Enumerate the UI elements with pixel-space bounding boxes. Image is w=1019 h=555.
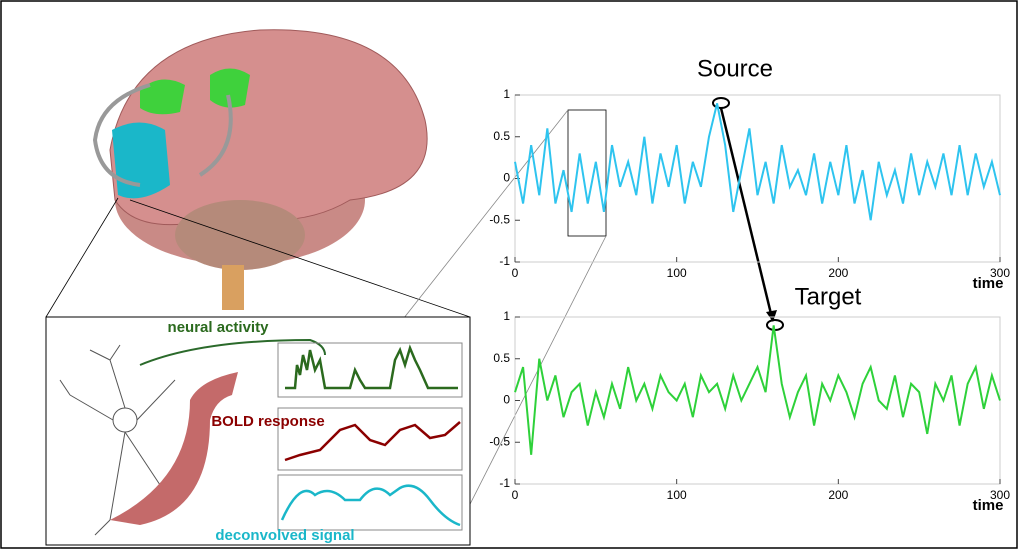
y-tick-label: 0.5 (493, 129, 510, 143)
chart-title: Target (795, 283, 862, 310)
chart-title: Source (697, 55, 773, 82)
x-axis-label: time (973, 275, 1004, 292)
y-tick-label: 1 (503, 87, 510, 101)
x-axis-label: time (973, 497, 1004, 514)
x-tick-label: 200 (828, 488, 848, 502)
x-tick-label: 0 (512, 488, 519, 502)
figure: neural activity BOLD response deconvolve… (0, 0, 1019, 550)
x-tick-label: 100 (667, 488, 687, 502)
x-tick-label: 200 (828, 266, 848, 280)
x-tick-label: 0 (512, 266, 519, 280)
x-tick-label: 100 (667, 266, 687, 280)
y-tick-label: 0 (503, 393, 510, 407)
y-tick-label: -1 (499, 476, 510, 490)
y-tick-label: 0.5 (493, 351, 510, 365)
brainstem (222, 265, 244, 310)
y-tick-label: 0 (503, 171, 510, 185)
label-neural: neural activity (168, 319, 270, 336)
label-bold: BOLD response (211, 413, 324, 430)
y-tick-label: 1 (503, 309, 510, 323)
cerebellum (175, 200, 305, 270)
cyan-region (112, 123, 170, 199)
label-deconv: deconvolved signal (215, 527, 354, 544)
y-tick-label: -1 (499, 254, 510, 268)
y-tick-label: -0.5 (489, 434, 510, 448)
y-tick-label: -0.5 (489, 212, 510, 226)
inset (46, 317, 470, 545)
